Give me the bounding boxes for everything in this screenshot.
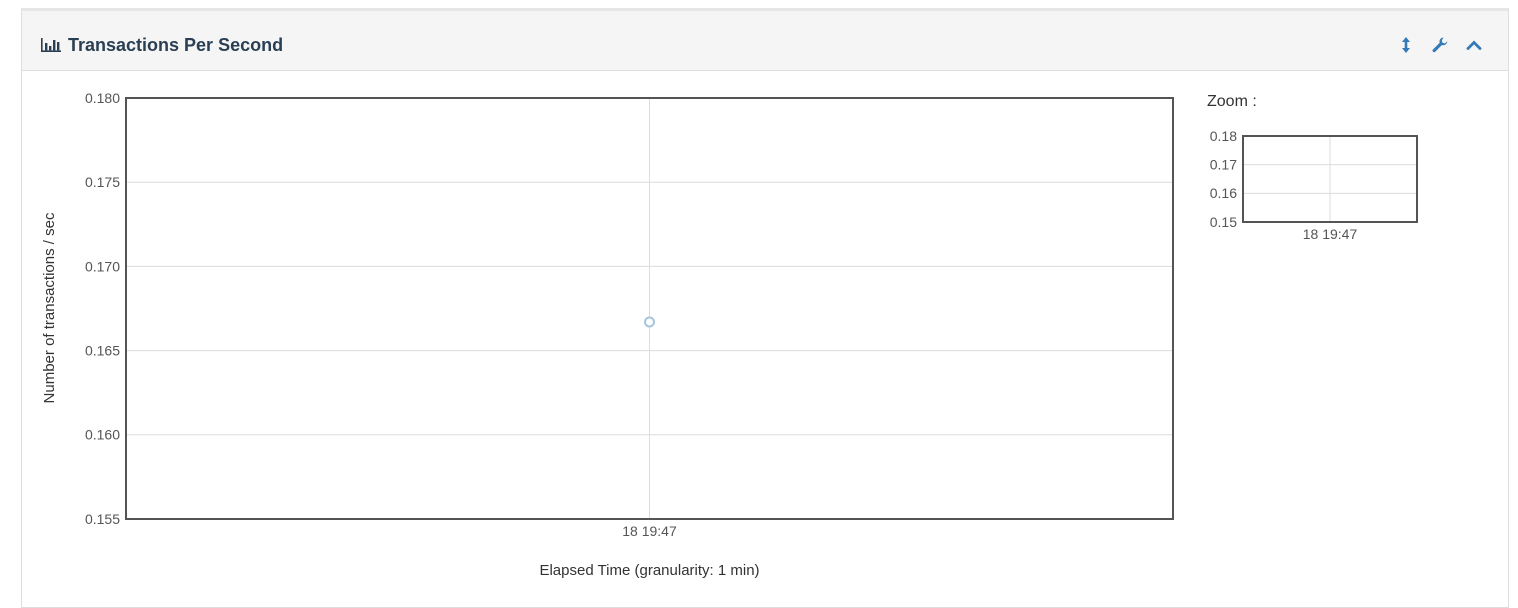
zoom-label: Zoom : — [1207, 93, 1257, 110]
zoom-y-tick-label: 0.15 — [1210, 214, 1237, 230]
panel-title: Transactions Per Second — [68, 34, 284, 55]
panel-tools — [1396, 35, 1484, 55]
main-plot-frame — [125, 97, 1174, 520]
bar-chart-icon — [41, 38, 61, 52]
main-x-tick-label: 18 19:47 — [622, 523, 677, 539]
main-x-tick-labels: 18 19:47 — [622, 523, 677, 539]
main-y-tick-label: 0.165 — [85, 343, 120, 359]
zoom-x-tick-label: 18 19:47 — [1303, 226, 1358, 242]
main-y-tick-label: 0.170 — [85, 258, 120, 274]
zoom-y-tick-labels: 0.18 0.17 0.16 0.15 — [1210, 128, 1237, 230]
main-y-tick-label: 0.180 — [85, 90, 120, 106]
zoom-y-tick-label: 0.17 — [1210, 157, 1237, 173]
zoom-gridlines — [1243, 135, 1417, 223]
panel-header: Transactions Per Second — [22, 11, 1508, 71]
zoom-plot-frame[interactable] — [1242, 135, 1418, 223]
transactions-panel: Transactions Per Second — [21, 8, 1509, 608]
chevron-up-icon[interactable] — [1464, 35, 1484, 55]
data-point[interactable] — [644, 316, 655, 328]
main-y-tick-label: 0.160 — [85, 427, 120, 443]
main-gridlines — [126, 97, 1173, 520]
y-axis-label: Number of transactions / sec — [41, 212, 58, 403]
zoom-x-tick-labels: 18 19:47 — [1303, 226, 1358, 242]
resize-vertical-icon[interactable] — [1396, 35, 1416, 55]
x-axis-label: Elapsed Time (granularity: 1 min) — [539, 562, 759, 579]
panel-title-wrapper: Transactions Per Second — [40, 33, 283, 57]
main-y-tick-label: 0.155 — [85, 511, 120, 527]
zoom-y-tick-label: 0.16 — [1210, 185, 1237, 201]
main-data-points — [644, 316, 655, 328]
zoom-y-tick-label: 0.18 — [1210, 128, 1237, 144]
wrench-icon[interactable] — [1430, 35, 1450, 55]
main-y-tick-labels: 0.180 0.175 0.170 0.165 0.160 0.155 — [85, 90, 120, 527]
main-y-tick-label: 0.175 — [85, 174, 120, 190]
